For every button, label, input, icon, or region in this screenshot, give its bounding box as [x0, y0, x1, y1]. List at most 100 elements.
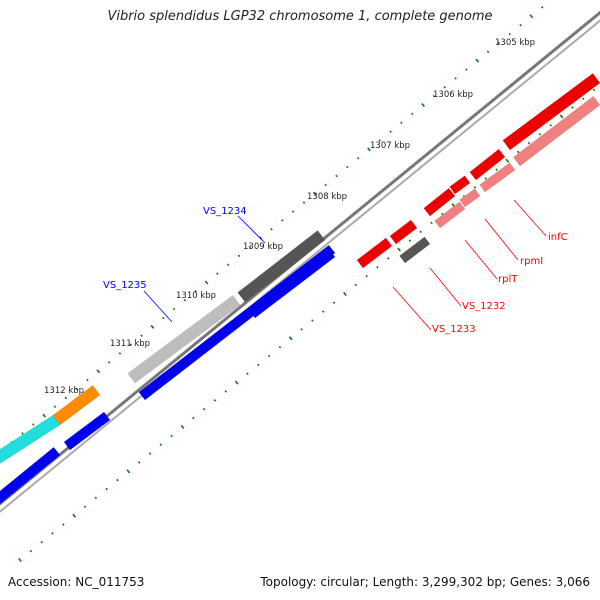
tick-mark: [64, 396, 68, 400]
tick-mark: [257, 363, 260, 367]
tick-mark: [291, 210, 295, 213]
tick-mark: [18, 557, 22, 563]
tick-mark: [538, 132, 542, 136]
gene-label: VS_1235: [103, 280, 147, 291]
tick-mark: [105, 487, 108, 491]
tick-mark: [116, 478, 119, 482]
tick-mark: [387, 257, 390, 260]
genome-summary-text: Topology: circular; Length: 3,299,302 bp…: [260, 575, 590, 589]
gene-bar: [0, 446, 61, 505]
tick-mark: [172, 307, 176, 311]
tick-mark: [302, 201, 306, 204]
tick-label: 1308 kbp: [307, 192, 347, 202]
gene-bar: [449, 175, 471, 195]
gene-label-leader: [484, 218, 519, 261]
gene-label: VS_1233: [432, 324, 476, 335]
tick-mark: [397, 247, 401, 252]
gene-label: VS_1232: [462, 301, 506, 312]
tick-mark: [224, 390, 228, 393]
tick-mark: [148, 452, 152, 455]
tick-mark: [465, 68, 468, 71]
tick-mark: [267, 354, 271, 358]
accession-text: Accession: NC_011753: [8, 575, 145, 589]
tick-mark: [137, 461, 141, 464]
tick-mark: [107, 361, 111, 364]
tick-mark: [246, 372, 249, 376]
gene-label-leader: [429, 267, 462, 307]
tick-mark: [571, 106, 574, 109]
tick-mark: [40, 540, 43, 544]
gene-bar: [389, 219, 418, 245]
gene-label: rpmI: [520, 256, 543, 267]
tick-label: 1305 kbp: [495, 38, 535, 48]
gene-label: VS_1234: [203, 206, 247, 217]
gene-label-leader: [392, 286, 432, 331]
gene-bar: [423, 187, 456, 217]
gene-track: [0, 73, 600, 505]
tick-mark: [192, 416, 195, 420]
tick-label: 1306 kbp: [433, 90, 473, 100]
gene-bar: [248, 248, 336, 319]
tick-mark: [516, 150, 520, 154]
tick-mark: [96, 369, 101, 374]
tick-mark: [150, 324, 155, 329]
tick-mark: [367, 147, 371, 152]
tick-mark: [194, 290, 197, 293]
tick-mark: [365, 274, 368, 278]
tick-mark: [270, 227, 273, 231]
tick-mark: [508, 32, 511, 36]
tick-mark: [411, 112, 414, 116]
tick-mark: [343, 291, 347, 296]
gene-label-leader: [513, 199, 547, 237]
tick-mark: [21, 432, 24, 435]
tick-mark: [129, 343, 133, 346]
gene-bar: [127, 295, 241, 384]
tick-mark: [408, 239, 412, 242]
tick-mark: [322, 310, 325, 313]
tick-mark: [376, 265, 379, 269]
tick-mark: [346, 165, 349, 169]
tick-mark: [281, 219, 284, 222]
tick-mark: [161, 316, 165, 320]
tick-mark: [86, 378, 89, 382]
tick-mark: [324, 183, 327, 187]
tick-mark: [62, 523, 65, 526]
tick-mark: [430, 221, 433, 225]
tick-mark: [432, 94, 436, 98]
tick-mark: [32, 423, 35, 426]
tick-mark: [495, 168, 498, 171]
gene-label-leader: [237, 215, 266, 244]
gene-bar: [356, 237, 393, 269]
tick-mark: [202, 407, 206, 411]
tick-label: 1309 kbp: [243, 242, 283, 252]
tick-mark: [581, 97, 585, 101]
tick-mark: [29, 549, 33, 553]
tick-mark: [278, 345, 282, 349]
tick-mark: [216, 272, 219, 275]
tick-mark: [42, 413, 47, 418]
gene-bar: [512, 95, 600, 167]
tick-mark: [288, 336, 293, 341]
tick-mark: [354, 283, 358, 287]
tick-mark: [592, 88, 596, 92]
gene-bar: [502, 73, 600, 151]
tick-mark: [389, 130, 392, 133]
tick-mark: [486, 50, 490, 54]
gene-bar: [63, 411, 111, 451]
tick-mark: [519, 23, 522, 27]
tick-mark: [419, 230, 423, 234]
gene-label-leader: [143, 290, 173, 323]
gene-label: rplT: [498, 274, 518, 285]
tick-mark: [94, 496, 98, 500]
tick-mark: [454, 77, 457, 80]
tick-mark: [378, 139, 382, 142]
tick-mark: [400, 121, 403, 125]
gene-bar: [434, 201, 466, 229]
tick-mark: [234, 380, 239, 385]
tick-mark: [226, 263, 230, 267]
gene-label: infC: [548, 232, 568, 243]
tick-mark: [183, 298, 187, 302]
tick-label: 1307 kbp: [370, 141, 410, 151]
tick-mark: [473, 186, 477, 189]
tick-mark: [53, 405, 57, 409]
